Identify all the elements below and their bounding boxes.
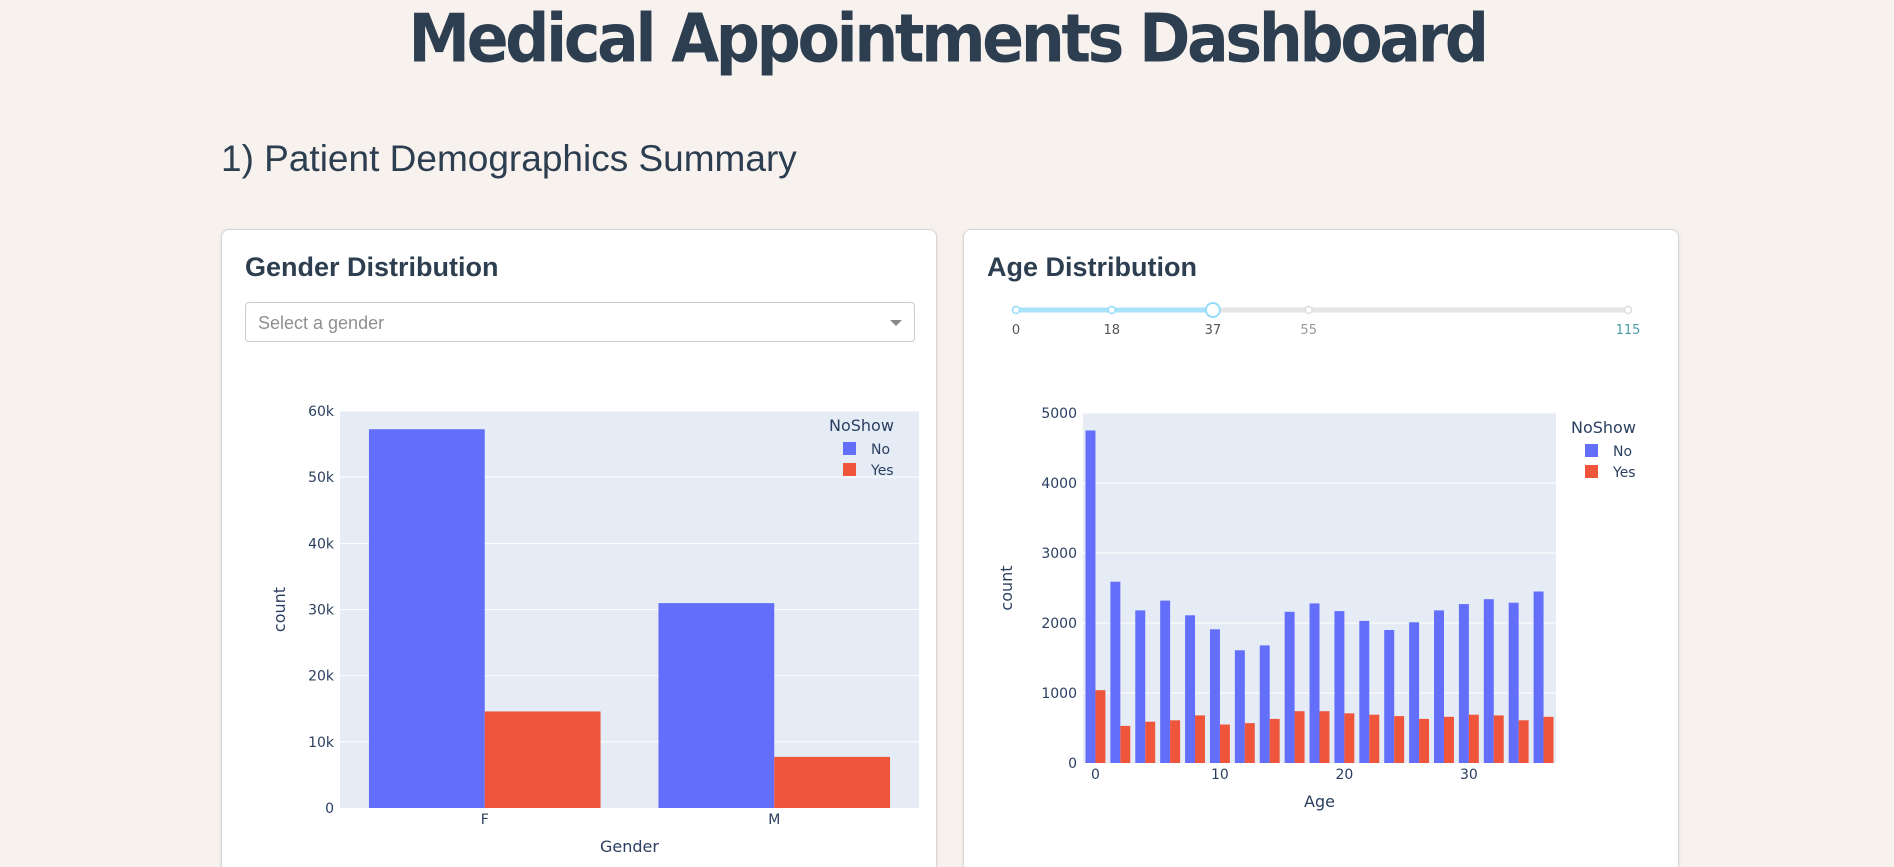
slider-mark-dot [1107,305,1117,315]
bar-no-age-34 [1508,602,1519,763]
bar-yes-age-4 [1145,721,1156,763]
slider-mark-label: 115 [1616,323,1641,338]
bar-no-age-14 [1259,645,1270,763]
y-tick-label: 4000 [1041,476,1077,492]
y-tick-label: 30k [308,603,335,619]
x-axis-title: Gender [600,837,659,856]
y-tick-label: 10k [308,735,335,751]
bar-no-age-6 [1160,600,1171,763]
gender-dropdown-placeholder: Select a gender [258,313,385,333]
section-title: 1) Patient Demographics Summary [221,138,797,179]
legend-title: NoShow [829,416,894,435]
y-tick-label: 5000 [1041,406,1077,422]
age-distribution-card: Age Distribution 0 18 37 55 115 0 1000 2000 300… [963,229,1679,867]
slider-mark-dot [1011,305,1021,315]
bar-no-age-10 [1209,629,1220,763]
bar-yes-m [774,756,891,808]
y-tick-label: 50k [308,470,335,486]
y-tick-label: 1000 [1041,686,1077,702]
bar-no-age-12 [1234,650,1245,763]
bar-no-age-2 [1110,581,1121,763]
page-title: Medical Appointments Dashboard [408,0,1489,78]
x-tick-label: 20 [1335,767,1353,783]
bar-yes-age-2 [1120,725,1131,763]
bar-yes-age-8 [1195,715,1205,763]
age-range-slider[interactable]: 0 18 37 55 115 [964,230,1680,350]
bar-no-age-30 [1458,604,1469,763]
bar-no-age-4 [1135,610,1146,763]
bar-no-age-0 [1085,430,1096,763]
legend-label-no: No [1613,444,1632,460]
bar-yes-age-14 [1269,718,1280,763]
x-tick-label: 30 [1460,767,1478,783]
bar-yes-age-0 [1095,690,1106,763]
bar-no-age-24 [1384,630,1395,763]
chevron-down-icon[interactable] [890,320,902,326]
y-tick-label: 20k [308,669,335,685]
bar-no-age-22 [1359,620,1370,763]
y-axis-title: count [270,587,289,632]
bar-yes-age-32 [1493,715,1504,763]
bar-yes-age-30 [1468,714,1479,763]
bar-no-f [368,429,485,808]
bar-yes-age-28 [1443,716,1454,763]
gender-card-title: Gender Distribution [245,252,499,282]
bar-yes-age-36 [1543,716,1554,763]
bar-yes-age-12 [1244,723,1255,763]
y-tick-label: 60k [308,404,335,420]
bar-no-age-8 [1185,615,1196,763]
y-tick-label: 0 [1068,756,1077,772]
y-tick-label: 0 [325,801,334,817]
x-tick-label: F [481,812,489,828]
slider-mark-label: 0 [1012,323,1020,338]
bar-no-age-28 [1434,610,1444,763]
bar-no-age-16 [1284,611,1295,763]
slider-mark-label: 55 [1300,323,1317,338]
bar-no-age-32 [1483,599,1494,763]
slider-mark-label: 37 [1205,323,1222,338]
x-tick-label: 10 [1211,767,1229,783]
slider-mark-label: 18 [1104,323,1121,338]
bar-yes-age-26 [1419,718,1430,763]
gender-dropdown[interactable]: Select a gender [245,302,915,342]
bar-yes-age-24 [1394,716,1405,763]
y-axis-title: count [997,565,1016,610]
bar-yes-f [484,711,601,808]
x-axis-title: Age [1304,792,1335,811]
bar-no-m [658,603,775,808]
bar-yes-age-6 [1170,720,1181,763]
bar-no-age-20 [1334,611,1345,763]
x-tick-label: 0 [1091,767,1100,783]
slider-mark-dot [1304,305,1313,315]
age-card-title: Age Distribution [987,252,1197,282]
bar-yes-age-10 [1219,724,1230,763]
y-tick-label: 40k [308,536,335,552]
bar-yes-age-16 [1294,711,1305,763]
legend-swatch-yes [843,463,856,476]
legend-label-yes: Yes [1612,465,1636,481]
legend-swatch-yes [1585,465,1598,478]
bar-no-age-36 [1533,591,1544,763]
age-bar-chart: 0 1000 2000 3000 4000 5000 0 10 20 30 Age count NoSh… [997,406,1636,811]
legend-label-yes: Yes [870,463,894,479]
legend-swatch-no [843,442,856,455]
gender-distribution-card: Gender Distribution Select a gender 0 10k… [221,229,937,867]
bar-yes-age-34 [1518,720,1529,763]
y-tick-label: 3000 [1041,546,1077,562]
bar-yes-age-22 [1369,714,1380,763]
legend-label-no: No [871,442,890,458]
x-tick-label: M [768,812,780,828]
legend-swatch-no [1585,444,1598,457]
gender-bar-chart: 0 10k 20k 30k 40k 50k 60k F M Gender count NoShow No… [270,404,919,856]
legend-title: NoShow [1571,418,1636,437]
bar-yes-age-20 [1344,713,1355,763]
bar-no-age-26 [1409,622,1420,763]
slider-mark-dot [1623,305,1633,315]
y-tick-label: 2000 [1041,616,1077,632]
slider-handle[interactable] [1204,302,1221,318]
bar-no-age-18 [1309,603,1320,763]
bar-yes-age-18 [1319,711,1330,763]
